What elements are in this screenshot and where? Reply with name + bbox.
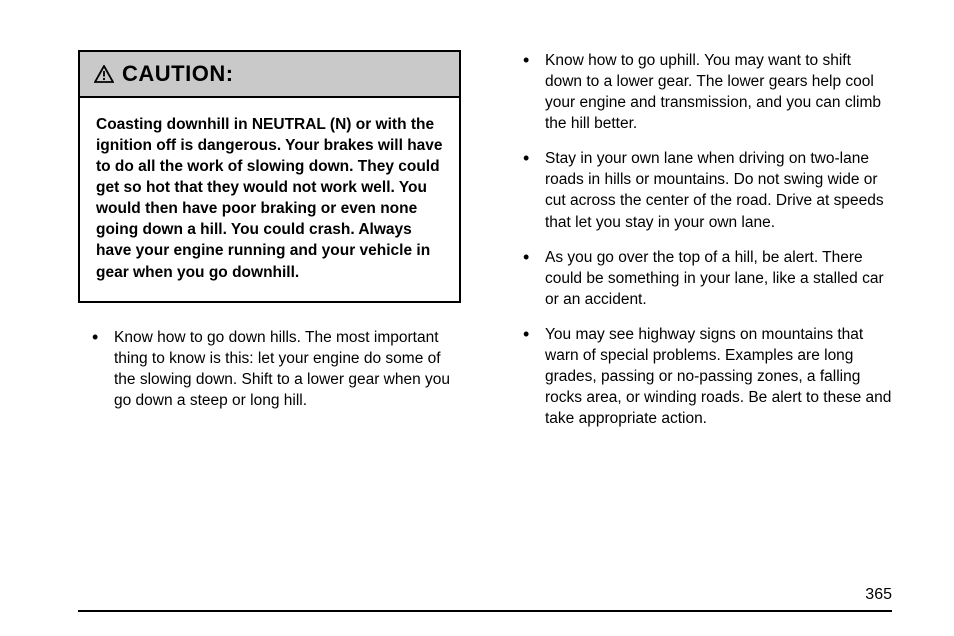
warning-triangle-icon [94, 65, 114, 83]
list-item: Know how to go down hills. The most impo… [78, 327, 461, 411]
caution-title: CAUTION: [122, 61, 234, 87]
caution-body-text: Coasting downhill in NEUTRAL (N) or with… [80, 98, 459, 301]
footer-rule [78, 610, 892, 612]
left-column: CAUTION: Coasting downhill in NEUTRAL (N… [78, 50, 461, 443]
right-column: Know how to go uphill. You may want to s… [509, 50, 892, 443]
caution-box: CAUTION: Coasting downhill in NEUTRAL (N… [78, 50, 461, 303]
left-bullet-list: Know how to go down hills. The most impo… [78, 327, 461, 411]
list-item: As you go over the top of a hill, be ale… [509, 247, 892, 310]
list-item: You may see highway signs on mountains t… [509, 324, 892, 429]
page-footer: 365 [78, 610, 892, 612]
caution-header: CAUTION: [80, 52, 459, 98]
list-item: Know how to go uphill. You may want to s… [509, 50, 892, 134]
page-content: CAUTION: Coasting downhill in NEUTRAL (N… [78, 50, 892, 443]
list-item: Stay in your own lane when driving on tw… [509, 148, 892, 232]
page-number: 365 [865, 586, 892, 604]
right-bullet-list: Know how to go uphill. You may want to s… [509, 50, 892, 429]
